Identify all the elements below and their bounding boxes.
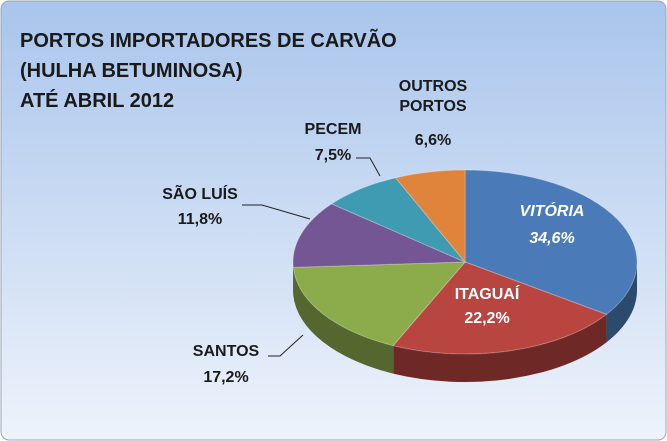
slice — [330, 177, 466, 263]
slice-label: PECEM — [304, 121, 362, 138]
slice — [394, 169, 466, 264]
slice — [464, 169, 638, 315]
slice — [392, 261, 608, 355]
slice-label: SANTOS — [192, 343, 260, 360]
chart-title: ATÉ ABRIL 2012 — [20, 90, 175, 112]
value-label: 34,6% — [529, 230, 575, 247]
slice-side — [606, 262, 637, 343]
value-label: 22,2% — [464, 310, 510, 327]
leader-line — [356, 157, 381, 177]
slice — [292, 261, 467, 347]
slice-label: ITAGUAÍ — [454, 286, 520, 303]
slice-side — [293, 267, 394, 374]
value-label: 17,2% — [203, 369, 249, 386]
slice-label: OUTROS PORTOS — [398, 78, 468, 115]
chart-title: PORTOS IMPORTADORES DE CARVÃO — [20, 30, 397, 52]
leader-line — [268, 334, 304, 357]
slice-label: SÃO LUÍS — [162, 186, 238, 203]
slice-label: VITÓRIA — [519, 203, 585, 220]
pie — [292, 169, 638, 382]
slice — [292, 203, 466, 268]
slice-side — [393, 314, 607, 382]
value-label: 11,8% — [177, 211, 223, 228]
leader-line — [242, 204, 311, 220]
leader-lines — [242, 157, 381, 357]
chart-title: (HULHA BETUMINOSA) — [20, 60, 243, 82]
value-label: 7,5% — [314, 147, 352, 164]
value-label: 6,6% — [414, 132, 452, 149]
